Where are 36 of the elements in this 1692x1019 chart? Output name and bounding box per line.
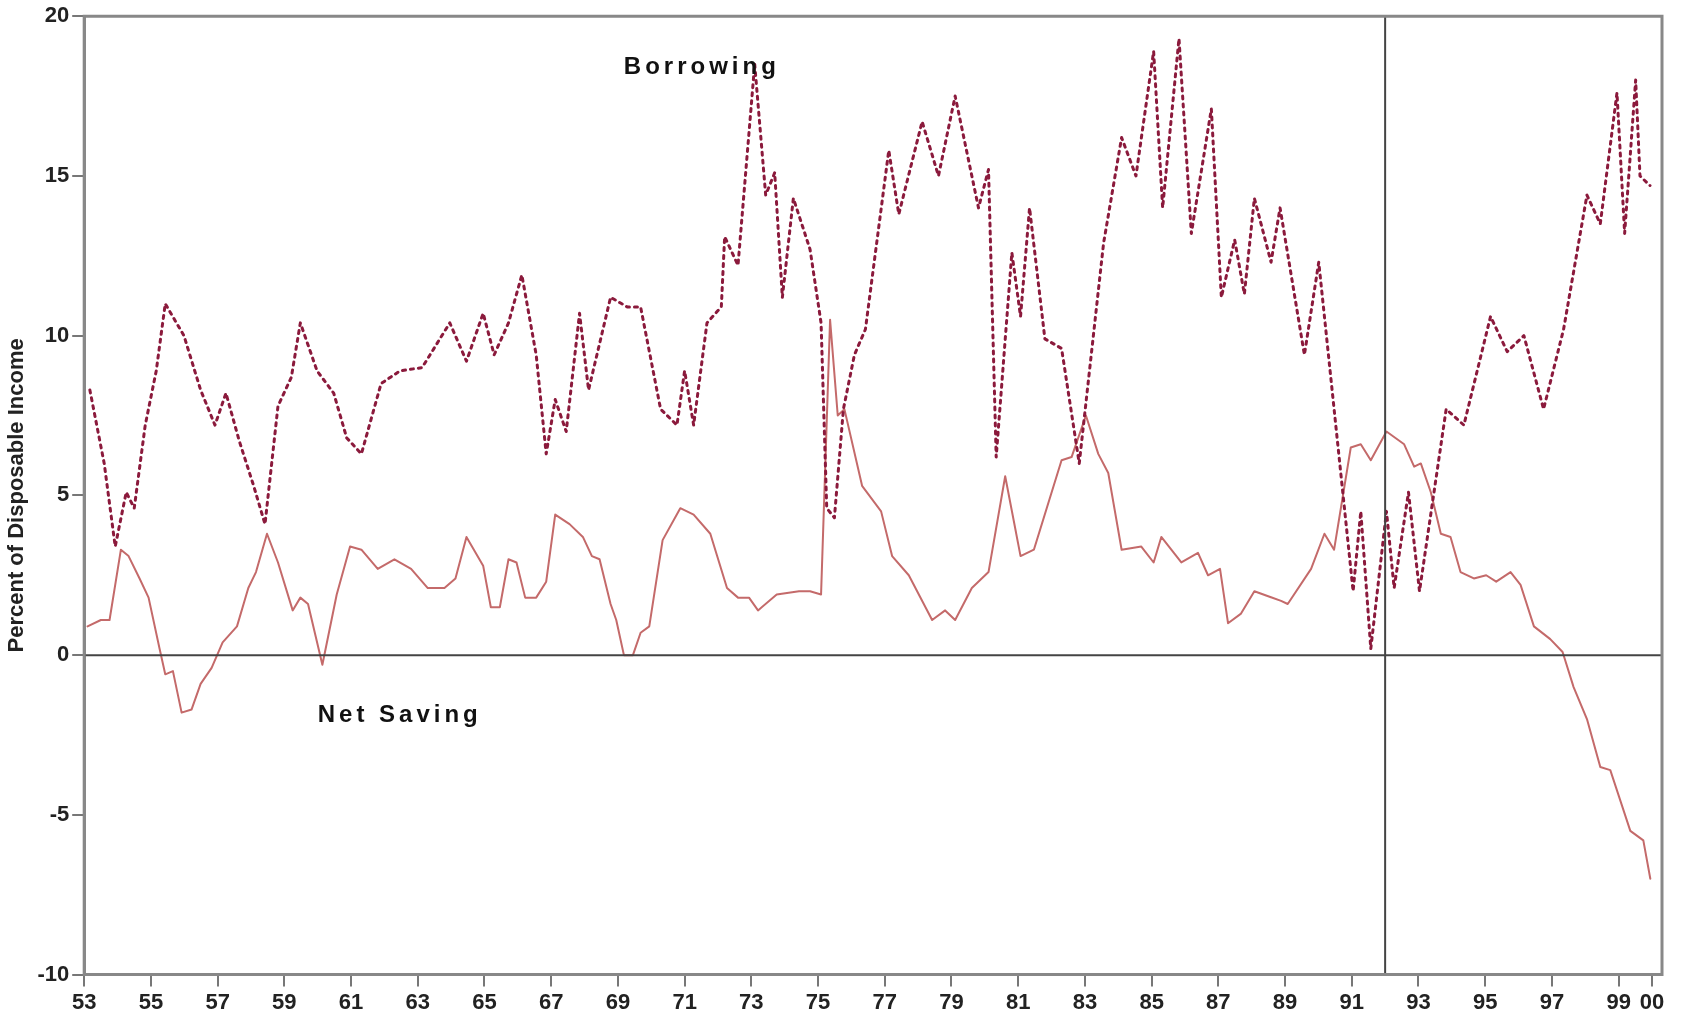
x-tick-label: 55 xyxy=(138,988,164,1014)
y-tick-label: -10 xyxy=(37,960,70,986)
line-series xyxy=(88,37,1652,651)
x-tick-label: 59 xyxy=(272,988,297,1014)
x-tick-label: 53 xyxy=(71,988,97,1014)
x-tick-label: 63 xyxy=(405,988,431,1014)
x-tick-label: 85 xyxy=(1139,988,1164,1014)
x-tick-label: 73 xyxy=(739,988,764,1014)
x-tick-label: 91 xyxy=(1339,988,1365,1014)
x-tick-label: 57 xyxy=(205,988,230,1014)
x-tick-label: 83 xyxy=(1072,988,1098,1014)
x-tick-label: 87 xyxy=(1206,988,1231,1014)
x-tick-label: 79 xyxy=(939,988,964,1014)
x-tick-label: 69 xyxy=(605,988,631,1014)
x-tick-label: 81 xyxy=(1005,988,1031,1014)
y-tick-label: 10 xyxy=(44,321,70,347)
x-tick-label: 77 xyxy=(872,988,898,1014)
series-label: Borrowing xyxy=(623,51,780,79)
x-tick-label: 61 xyxy=(338,988,364,1014)
x-tick-label: 89 xyxy=(1272,988,1298,1014)
y-tick-label: 15 xyxy=(44,162,70,187)
x-tick-label: 65 xyxy=(472,988,497,1014)
y-tick-label: 5 xyxy=(56,481,70,507)
y-tick-label: 0 xyxy=(56,641,70,667)
x-tick-label: 95 xyxy=(1472,988,1498,1014)
y-tick-label: 20 xyxy=(44,2,70,28)
x-tick-label: 97 xyxy=(1539,988,1565,1014)
x-tick-label: 00 xyxy=(1639,988,1665,1014)
x-tick-label: 99 xyxy=(1606,988,1631,1014)
x-tick-label: 75 xyxy=(805,988,831,1014)
y-axis-title: Percent of Disposable Income xyxy=(3,338,29,653)
y-tick-label: -5 xyxy=(49,800,70,826)
series-label: Net Saving xyxy=(317,700,482,728)
x-tick-label: 93 xyxy=(1406,988,1431,1014)
x-tick-label: 67 xyxy=(538,988,564,1014)
x-tick-label: 71 xyxy=(672,988,697,1014)
